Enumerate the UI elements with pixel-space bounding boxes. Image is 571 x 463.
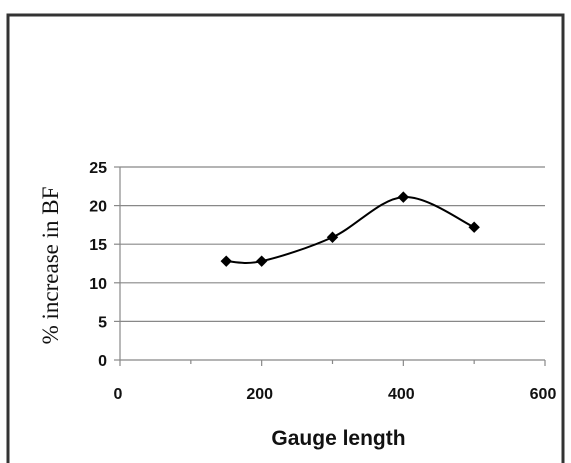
data-point bbox=[468, 221, 480, 233]
x-axis-label: Gauge length bbox=[271, 427, 405, 450]
data-point bbox=[397, 191, 410, 203]
x-tick-label: 400 bbox=[388, 386, 415, 403]
data-point bbox=[255, 255, 268, 267]
data-point bbox=[326, 231, 339, 243]
grid-lines bbox=[120, 166, 545, 322]
y-tick-label: 25 bbox=[89, 160, 107, 177]
chart-border bbox=[6, 13, 565, 463]
x-tick-label: 0 bbox=[114, 386, 123, 403]
axis-labels: Gauge length % increase in BF bbox=[38, 187, 406, 450]
y-tick-label: 5 bbox=[98, 314, 107, 331]
y-tick-label: 20 bbox=[89, 199, 107, 216]
tick-labels: 0 5 10 15 20 25 0 200 400 600 bbox=[89, 160, 556, 403]
chart-border-line bbox=[6, 13, 565, 463]
data-point bbox=[220, 255, 232, 267]
y-tick-label: 0 bbox=[98, 353, 107, 370]
axes bbox=[114, 166, 546, 366]
series bbox=[220, 191, 480, 267]
series-line bbox=[226, 196, 475, 264]
y-tick-label: 15 bbox=[89, 237, 107, 254]
y-tick-label: 10 bbox=[89, 276, 107, 293]
y-axis-label: % increase in BF bbox=[38, 187, 63, 345]
x-tick-label: 600 bbox=[530, 386, 557, 403]
x-tick-label: 200 bbox=[246, 386, 273, 403]
